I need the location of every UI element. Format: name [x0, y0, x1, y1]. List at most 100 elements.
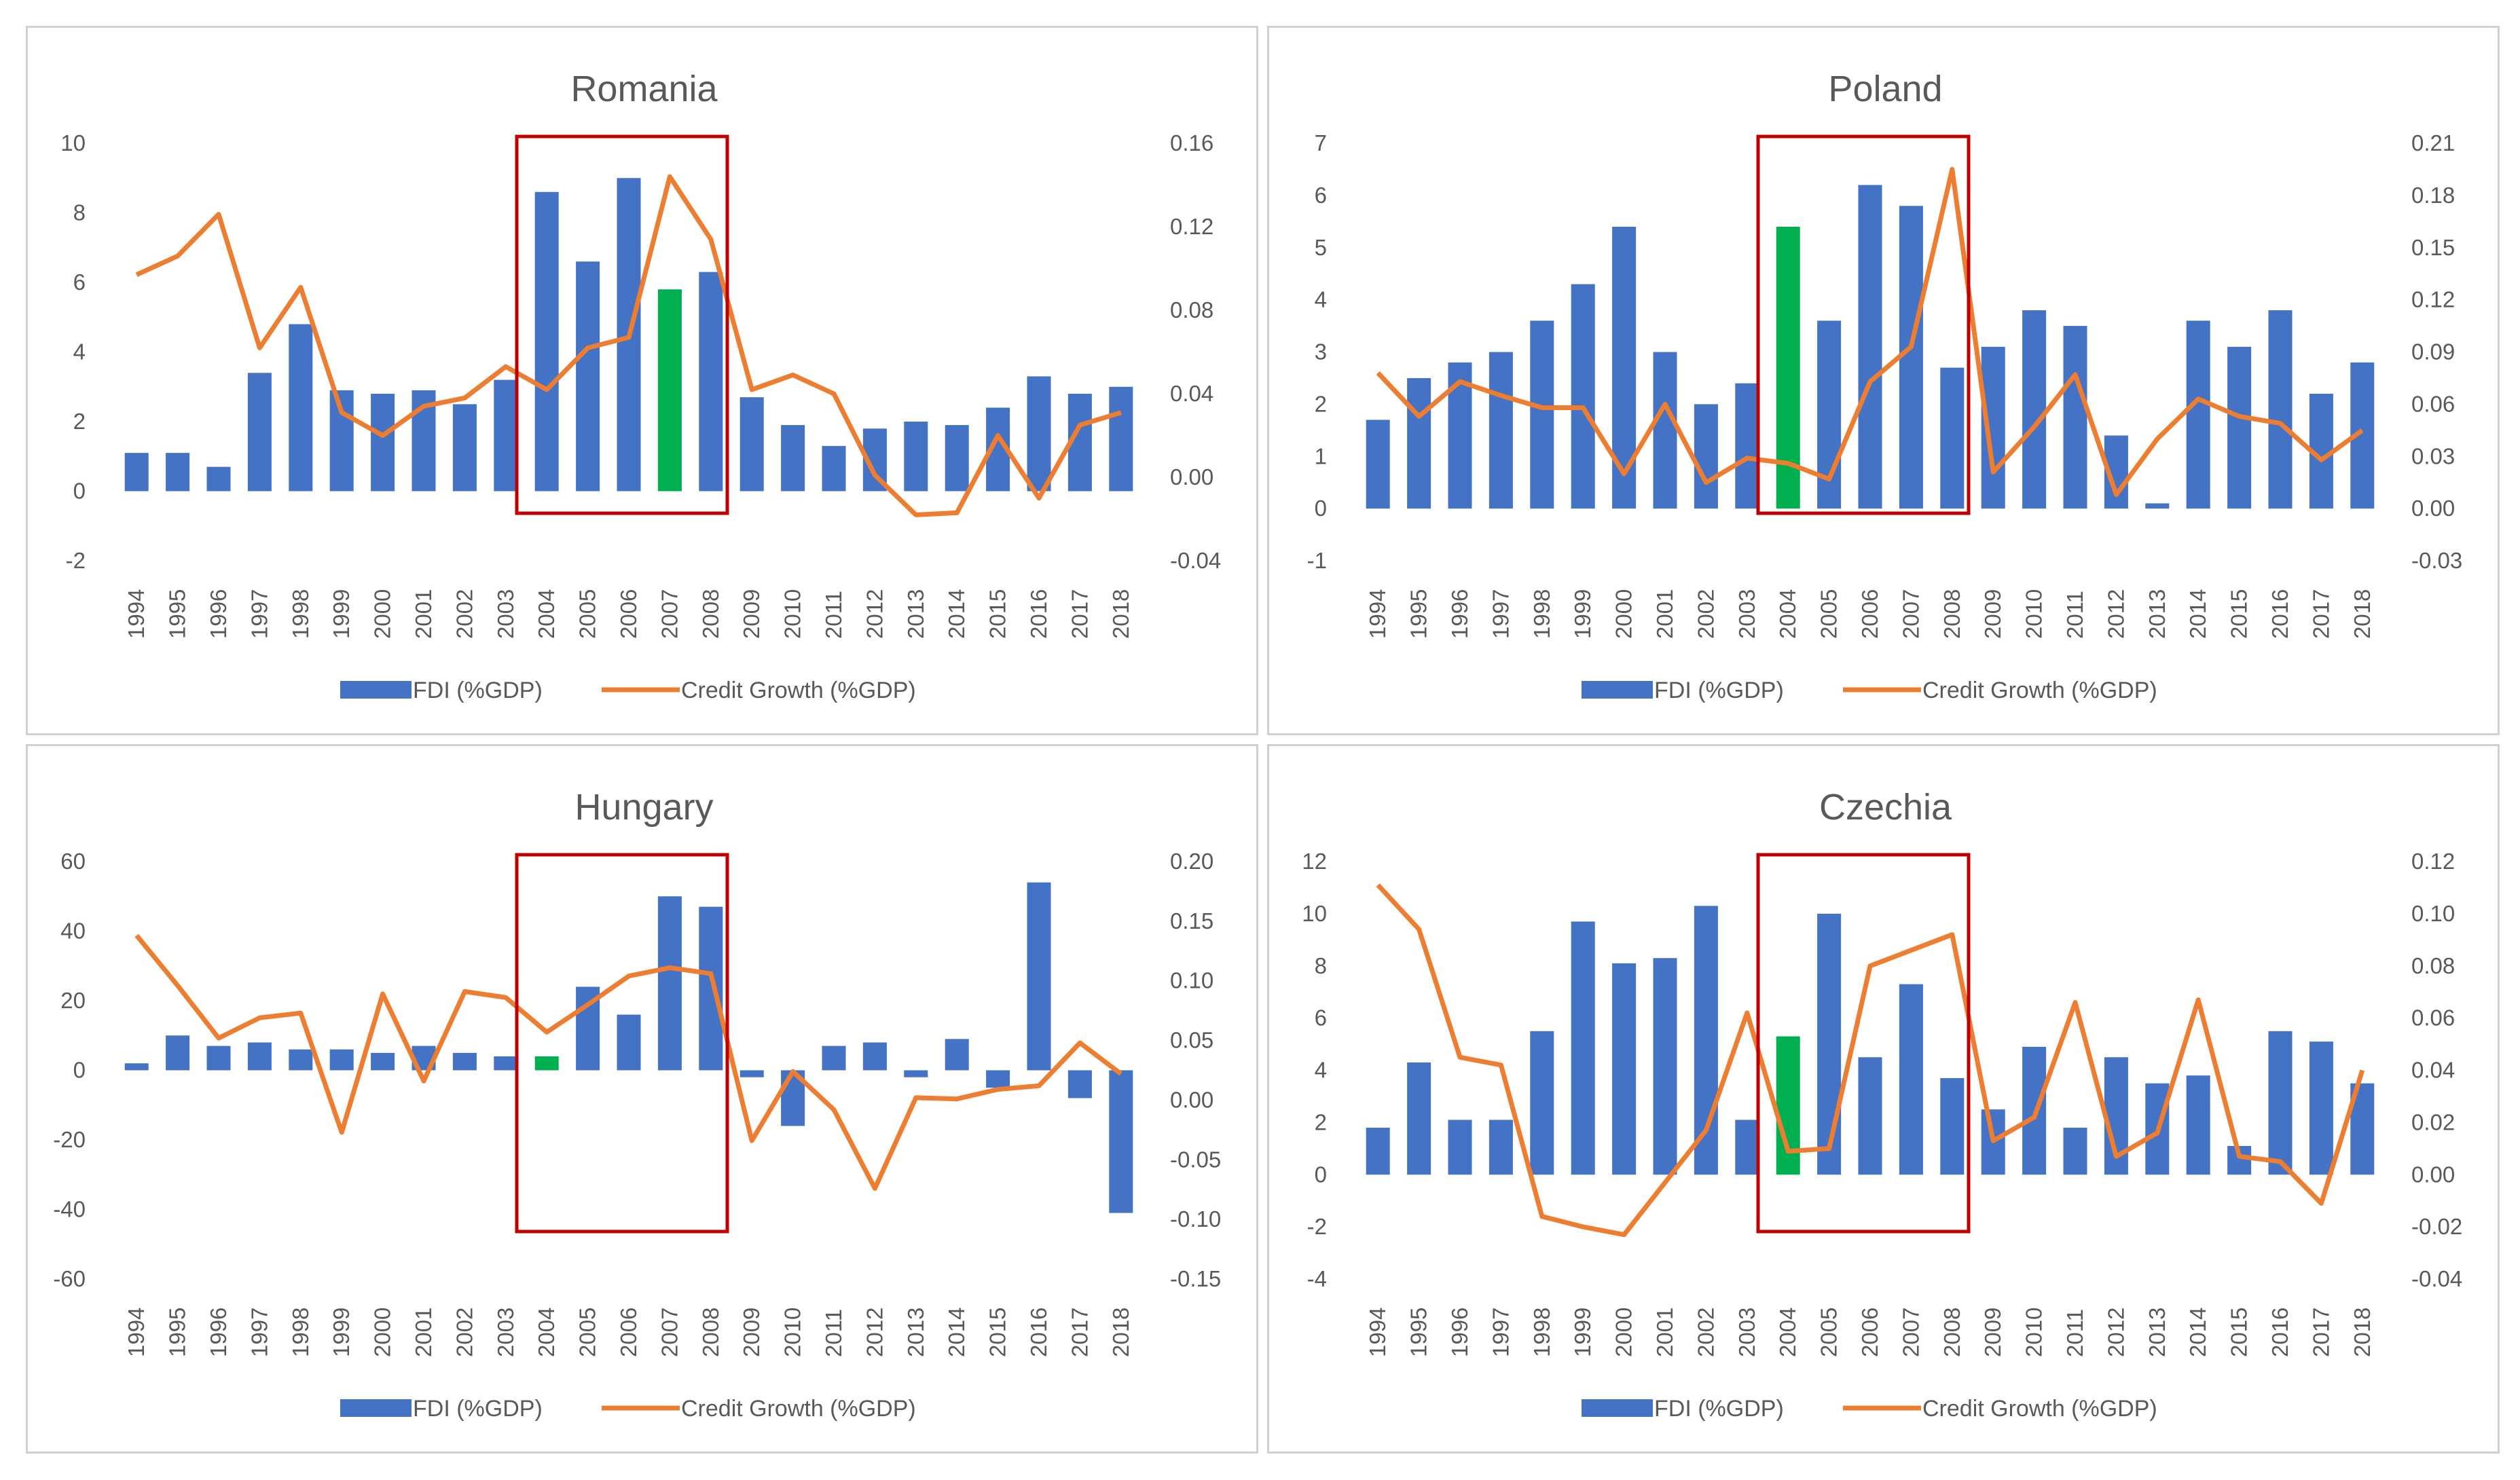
- chart-title: Czechia: [1819, 787, 1952, 828]
- fdi-bar: [699, 906, 723, 1071]
- left-axis-tick: -1: [1307, 548, 1327, 573]
- fdi-bar: [1612, 963, 1637, 1175]
- fdi-bar: [1366, 1128, 1390, 1175]
- right-axis-tick: 0.06: [2411, 391, 2455, 416]
- fdi-bar: [247, 1042, 272, 1071]
- right-axis-tick: 0.06: [2411, 1005, 2455, 1031]
- fdi-bar: [781, 425, 805, 492]
- fdi-bar: [2309, 1041, 2333, 1175]
- fdi-bar: [986, 1070, 1010, 1088]
- fdi-bar: [534, 191, 559, 492]
- x-axis-tick: 2003: [493, 589, 518, 639]
- x-axis-tick: 2011: [2062, 591, 2087, 639]
- x-axis-tick: 2014: [944, 1308, 969, 1357]
- right-axis-tick: 0.12: [2411, 849, 2455, 874]
- left-axis-tick: 5: [1315, 235, 1327, 260]
- x-axis-tick: 2015: [985, 589, 1010, 639]
- right-axis-tick: -0.15: [1170, 1266, 1221, 1291]
- right-axis-tick: 0.10: [1170, 968, 1213, 993]
- legend-fdi-swatch: [1582, 681, 1653, 699]
- x-axis-tick: 2000: [370, 589, 395, 639]
- x-axis-tick: 2010: [780, 589, 805, 639]
- fdi-bar: [166, 453, 190, 492]
- x-axis-tick: 1995: [165, 1308, 190, 1357]
- fdi-bar: [1612, 227, 1637, 509]
- right-axis-tick: 0.00: [1170, 1087, 1213, 1112]
- fdi-bar: [1899, 984, 1923, 1175]
- fdi-bar: [1653, 352, 1677, 509]
- left-axis-tick: 20: [60, 988, 86, 1013]
- fdi-bar: [1109, 386, 1133, 492]
- x-axis-tick: 2017: [1067, 1308, 1092, 1357]
- x-axis-tick: 1996: [1447, 1308, 1472, 1357]
- left-axis-tick: 0: [1315, 1162, 1327, 1187]
- fdi-bar: [1694, 906, 1718, 1175]
- fdi-bar: [1653, 958, 1677, 1175]
- fdi-bar: [247, 373, 272, 492]
- fdi-bar: [1366, 420, 1390, 509]
- highlight-box: [1756, 853, 1971, 1234]
- x-axis-tick: 2013: [903, 589, 928, 639]
- x-axis-tick: 2001: [1652, 589, 1677, 639]
- fdi-bar: [657, 896, 682, 1071]
- legend-fdi-label: FDI (%GDP): [413, 678, 543, 703]
- x-axis-tick: 2016: [1026, 589, 1051, 639]
- right-axis-tick: 0.05: [1170, 1028, 1213, 1053]
- left-axis-tick: -4: [1307, 1266, 1327, 1291]
- chart-title: Romania: [570, 69, 718, 109]
- fdi-bar: [2268, 310, 2293, 509]
- x-axis-tick: 2012: [862, 1308, 887, 1357]
- chart-panel-czechia: Czechia 12 10 8 6 4 2 0 -2 -4 0.12 0.10 0.08 0.06 0.04…: [1267, 744, 2500, 1454]
- fdi-bar: [2268, 1031, 2293, 1175]
- x-axis-tick: 2013: [2144, 1308, 2170, 1357]
- legend-credit-label: Credit Growth (%GDP): [1922, 678, 2157, 703]
- x-axis-tick: 1996: [1447, 589, 1472, 639]
- legend-credit-label: Credit Growth (%GDP): [1922, 1396, 2157, 1422]
- credit-growth-line: [1376, 166, 2364, 498]
- fdi-bar: [1448, 1120, 1472, 1175]
- fdi-bar: [166, 1035, 190, 1071]
- chart-title: Hungary: [574, 787, 713, 828]
- fdi-bar: [1940, 367, 1965, 509]
- highlight-box: [515, 853, 729, 1234]
- left-axis-tick: 3: [1315, 339, 1327, 365]
- credit-growth-line: [134, 933, 1122, 1191]
- left-axis-tick: 12: [1302, 849, 1327, 874]
- legend-fdi-swatch: [340, 1399, 412, 1417]
- left-axis-tick: 8: [73, 200, 86, 225]
- x-axis-tick: 1999: [329, 589, 354, 639]
- right-axis-tick: 0.15: [1170, 908, 1213, 933]
- fdi-bar: [1489, 352, 1513, 509]
- x-axis-tick: 1994: [124, 1308, 149, 1357]
- x-axis-tick: 1999: [329, 1308, 354, 1357]
- fdi-bar: [1109, 1070, 1133, 1213]
- fdi-bar: [945, 425, 969, 492]
- x-axis-tick: 2005: [1816, 1308, 1842, 1357]
- right-axis-tick: 0.02: [2411, 1109, 2455, 1134]
- fdi-bar: [1571, 284, 1595, 509]
- left-axis-tick: 10: [60, 130, 86, 155]
- fdi-bar: [494, 1056, 518, 1071]
- x-axis-tick: 2000: [370, 1308, 395, 1357]
- fdi-bar-highlight: [534, 1056, 559, 1071]
- x-axis-tick: 2006: [616, 1308, 641, 1357]
- fdi-bar: [206, 466, 231, 492]
- x-axis-tick: 1995: [1406, 589, 1431, 639]
- fdi-bar: [945, 1039, 969, 1071]
- x-axis-tick: 2002: [1693, 1308, 1718, 1357]
- x-axis-tick: 2012: [862, 589, 887, 639]
- x-axis-tick: 2002: [1693, 589, 1718, 639]
- right-axis-tick: 0.20: [1170, 849, 1213, 874]
- right-axis-tick: 0.00: [2411, 496, 2455, 521]
- right-axis-tick: 0.12: [2411, 287, 2455, 312]
- x-axis-tick: 2017: [1067, 589, 1092, 639]
- legend-fdi-label: FDI (%GDP): [413, 1396, 543, 1422]
- left-axis-tick: 6: [1315, 1005, 1327, 1031]
- left-axis-tick: 0: [73, 479, 86, 504]
- fdi-bar: [2186, 320, 2210, 509]
- x-axis-tick: 2011: [2062, 1309, 2087, 1357]
- highlight-box: [515, 134, 729, 515]
- x-axis-tick: 2014: [2185, 589, 2210, 639]
- fdi-bar: [1899, 206, 1923, 509]
- x-axis-tick: 2009: [1980, 1308, 2005, 1357]
